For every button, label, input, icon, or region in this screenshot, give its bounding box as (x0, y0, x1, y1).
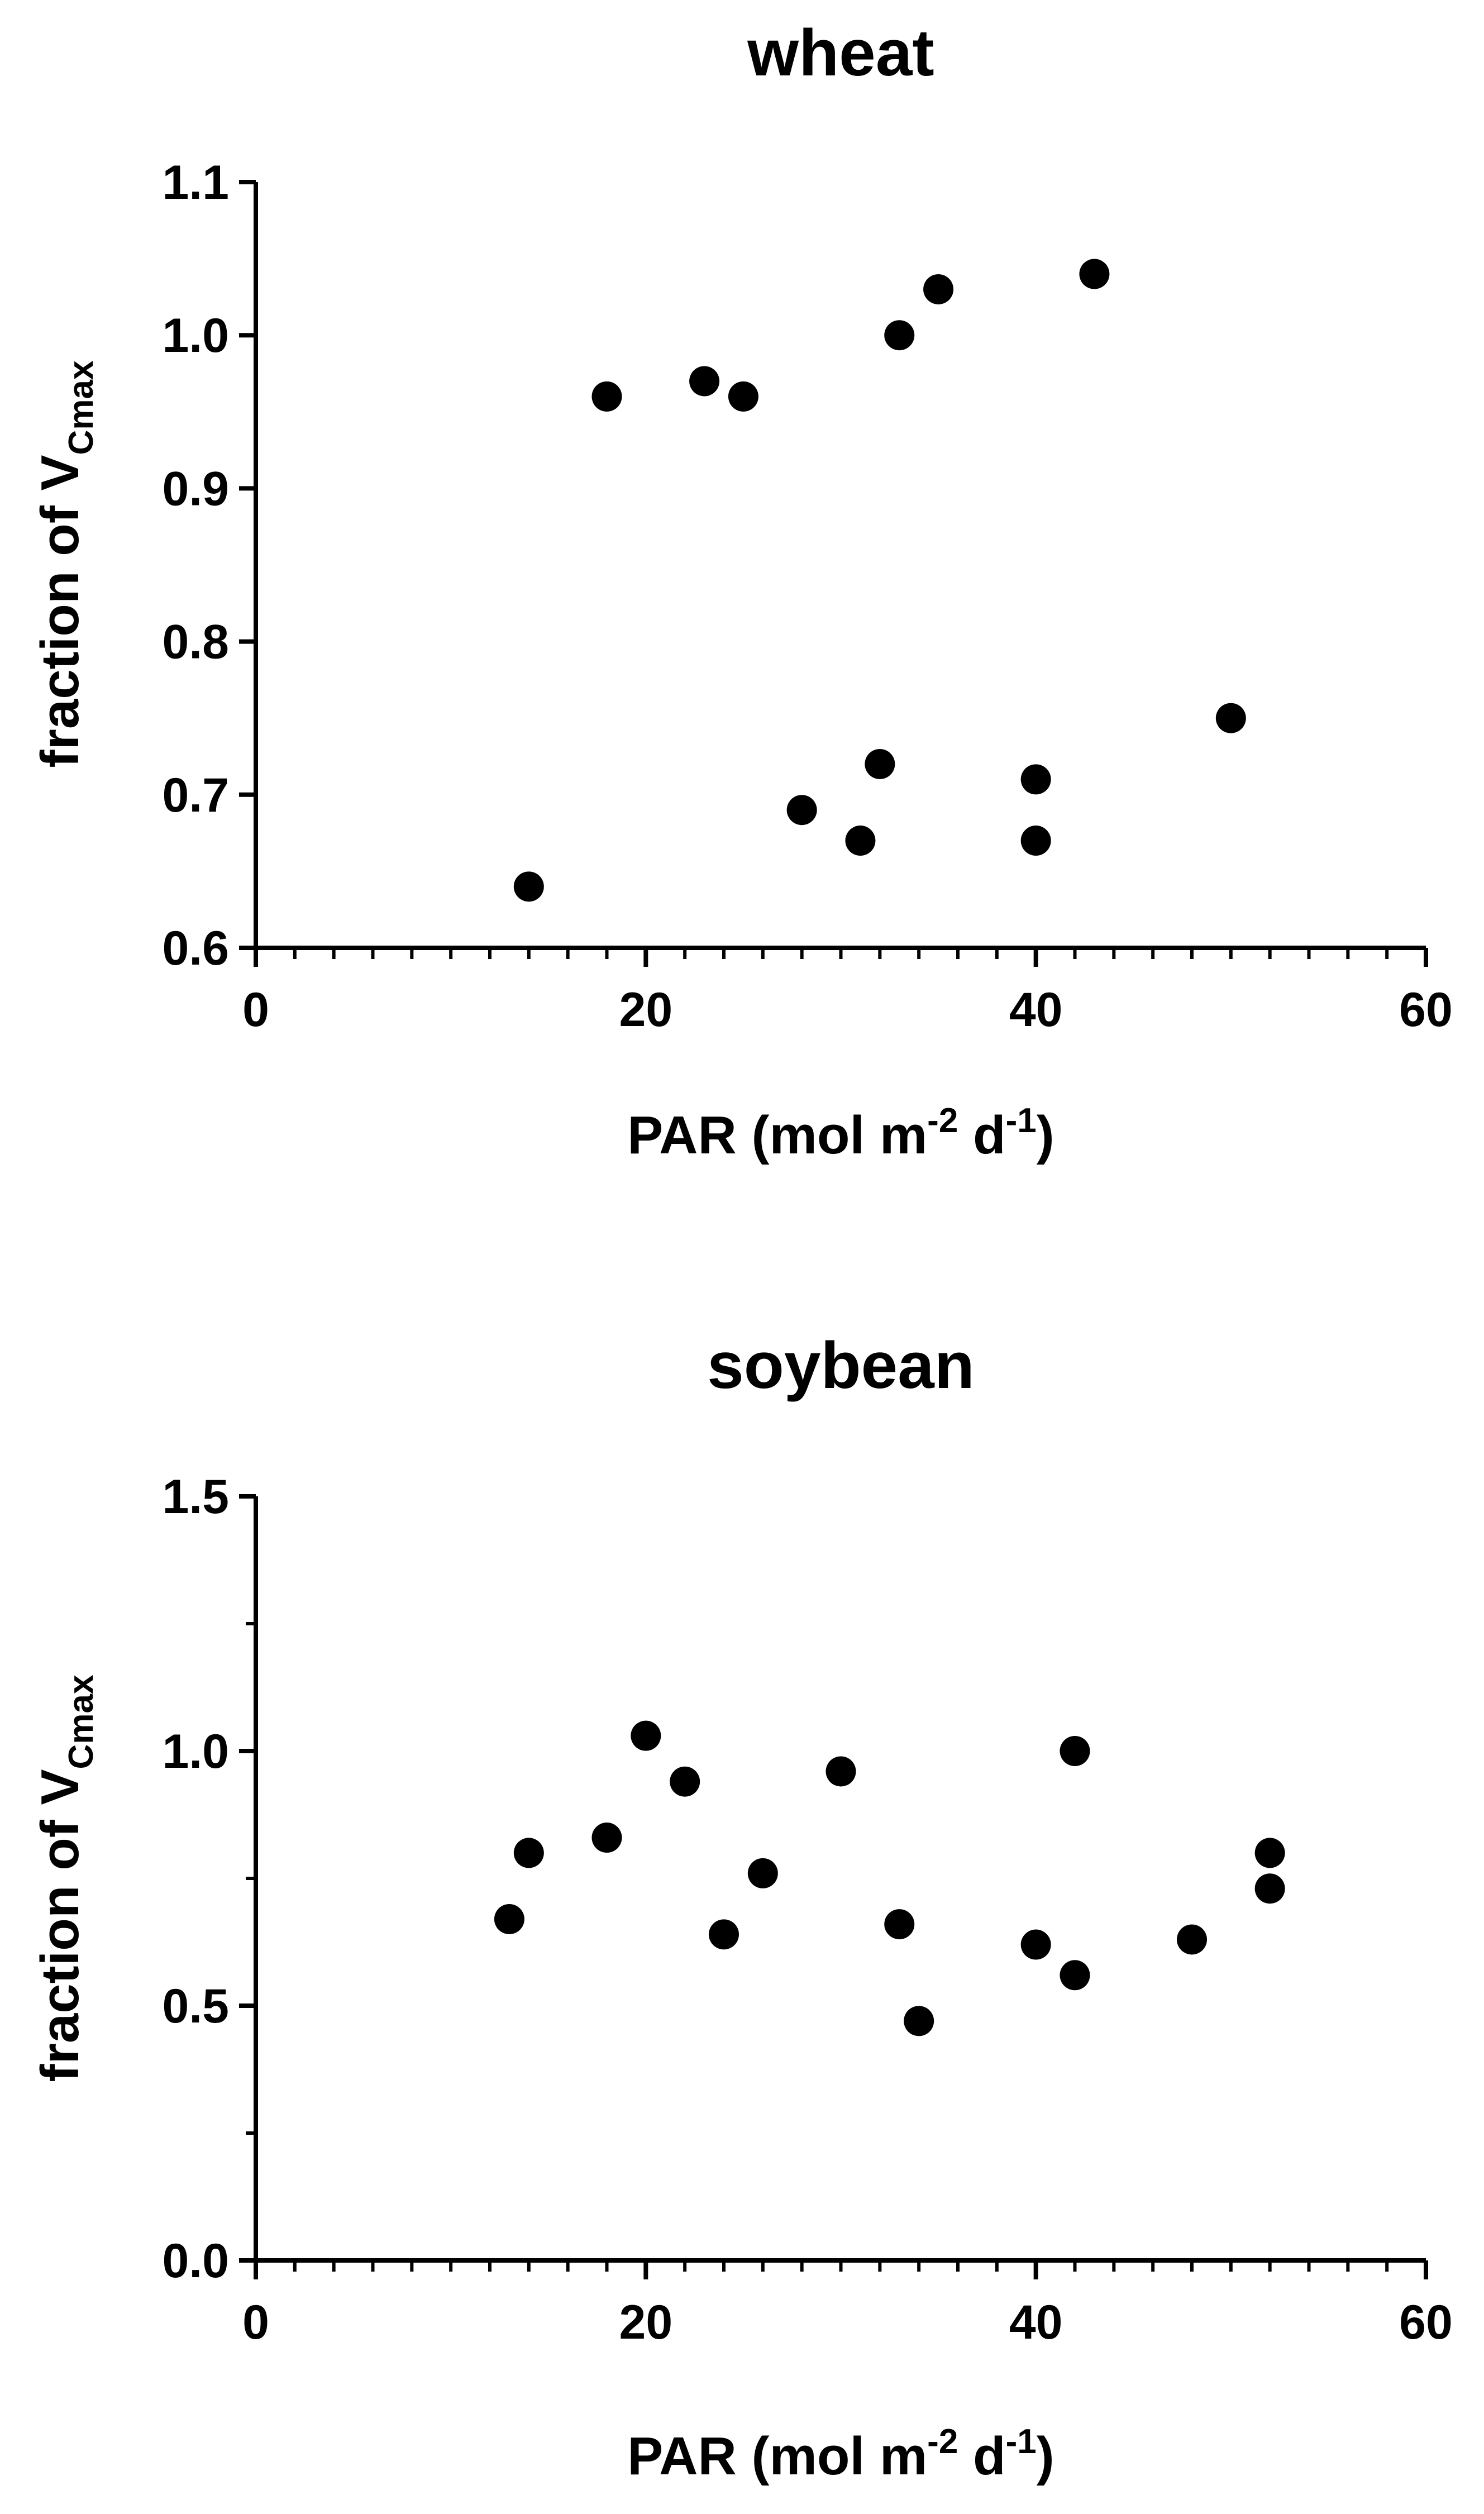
data-point (884, 1909, 915, 1940)
x-tick-label: 20 (619, 2296, 672, 2349)
x-tick-label: 0 (242, 983, 269, 1037)
y-axis-label: fraction of VCmax (30, 1675, 101, 2082)
wheat-panel: wheat 0.6 0.7 0.8 0.9 1.0 1.1 0 20 40 60 PAR (mol m… (30, 16, 1453, 1165)
data-point (1060, 1736, 1090, 1766)
data-point (591, 381, 622, 412)
x-tick-label: 60 (1399, 2296, 1453, 2349)
data-point (513, 871, 544, 902)
y-tick-label: 0.7 (162, 769, 229, 822)
data-point (1020, 764, 1051, 795)
y-tick-label: 1.5 (162, 1470, 229, 1524)
data-point (709, 1919, 739, 1950)
x-axis-label: PAR (mol m-2 d-1) (627, 2422, 1054, 2486)
chart-title: wheat (747, 16, 934, 90)
data-point (1215, 703, 1246, 733)
x-tick-label: 60 (1399, 983, 1453, 1037)
x-axis-label: PAR (mol m-2 d-1) (627, 1101, 1054, 1165)
x-tick-label: 0 (242, 2296, 269, 2349)
data-point (1020, 826, 1051, 856)
data-point (1020, 1929, 1051, 1960)
y-tick-label: 0.0 (162, 2234, 229, 2288)
data-point (591, 1823, 622, 1853)
soybean-panel: soybean 0.0 0.5 1.0 1.5 0 20 40 60 PAR (mol m-2 d… (30, 1329, 1453, 2486)
data-point (670, 1766, 700, 1797)
data-point (845, 826, 876, 856)
y-tick-label: 0.9 (162, 462, 229, 516)
data-point (904, 2006, 934, 2036)
chart-title: soybean (707, 1329, 975, 1403)
data-point (865, 748, 895, 779)
x-tick-label: 20 (619, 983, 672, 1037)
y-tick-label: 1.0 (162, 309, 229, 362)
data-point (1254, 1838, 1285, 1868)
x-tick-label: 40 (1009, 983, 1063, 1037)
data-point (747, 1858, 778, 1888)
data-point (825, 1756, 856, 1787)
y-tick-label: 1.0 (162, 1725, 229, 1778)
data-point (728, 381, 758, 412)
x-tick-label: 40 (1009, 2296, 1063, 2349)
data-point (689, 366, 720, 397)
data-point (923, 274, 954, 304)
data-point (1254, 1873, 1285, 1904)
data-point (786, 795, 817, 826)
y-tick-label: 1.1 (162, 156, 229, 209)
data-point (631, 1720, 661, 1751)
data-point (494, 1904, 524, 1934)
data-point (1060, 1960, 1090, 1991)
data-point (1177, 1924, 1207, 1955)
y-tick-label: 0.8 (162, 616, 229, 669)
y-tick-label: 0.6 (162, 922, 229, 975)
y-axis-label: fraction of VCmax (30, 360, 101, 767)
data-point (1079, 259, 1110, 289)
data-point (884, 320, 915, 351)
y-tick-label: 0.5 (162, 1979, 229, 2033)
data-point (513, 1838, 544, 1868)
